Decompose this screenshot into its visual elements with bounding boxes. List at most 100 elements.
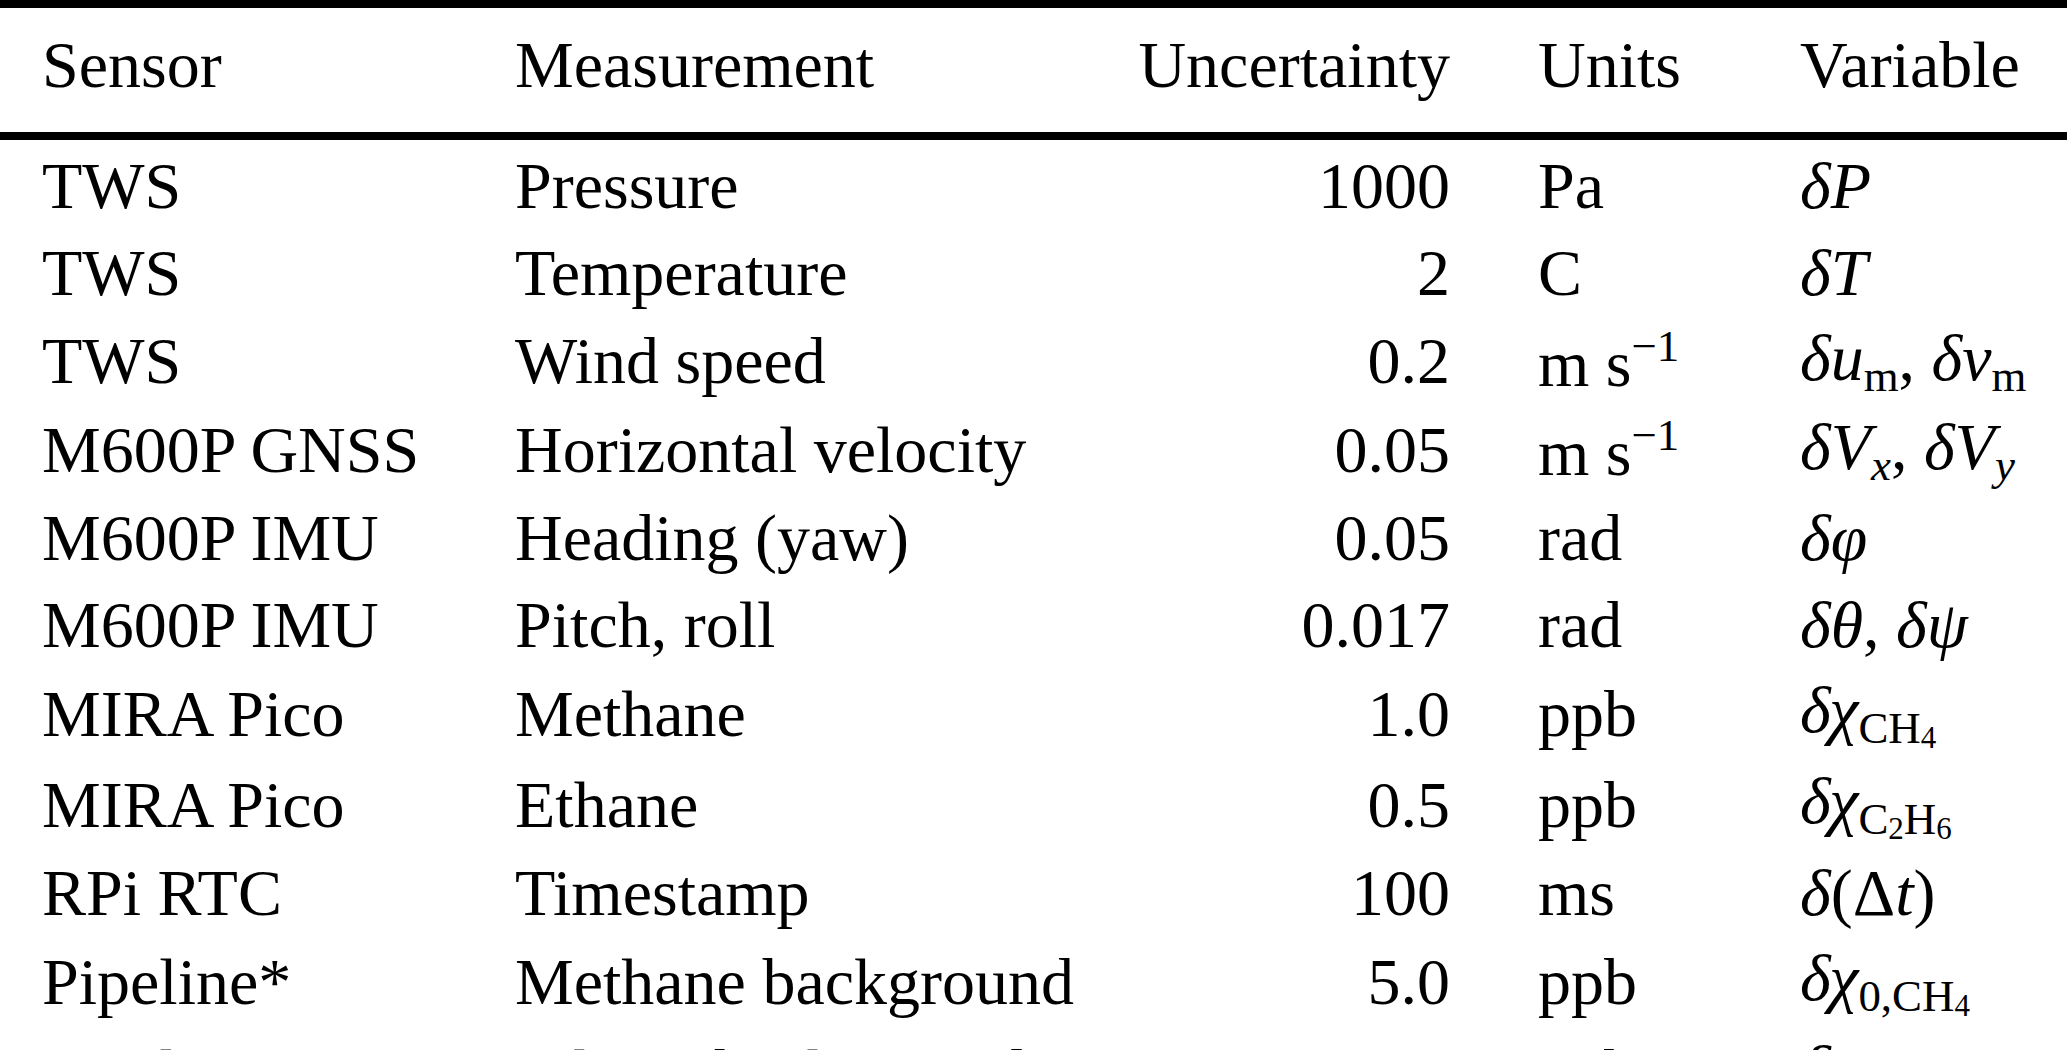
cell-units: Pa <box>1450 136 1800 227</box>
cell-uncertainty: 1.0 <box>1117 666 1450 757</box>
math-segment: δθ <box>1800 588 1863 661</box>
math-segment: rad <box>1538 501 1622 574</box>
table-row: TWS Wind speed 0.2 m s−1 δum, δvm <box>0 314 2067 403</box>
cell-sensor: Pipeline* <box>0 934 515 1025</box>
table-row: TWS Pressure 1000 Pa δP <box>0 136 2067 227</box>
cell-units: C <box>1450 227 1800 314</box>
cell-measurement: Timestamp <box>515 847 1117 934</box>
math-segment: t <box>1895 856 1913 929</box>
cell-variable: δχCH4 <box>1800 666 2067 757</box>
cell-sensor: MIRA Pico <box>0 666 515 757</box>
table-row: M600P IMU Heading (yaw) 0.05 rad δφ <box>0 492 2067 579</box>
math-segment: , <box>1863 588 1896 661</box>
cell-variable: δχC2H6 <box>1800 757 2067 848</box>
cell-units: ppb <box>1450 1025 1800 1050</box>
math-segment: −1 <box>1632 321 1680 371</box>
cell-variable: δθ, δψ <box>1800 579 2067 666</box>
cell-measurement: Pressure <box>515 136 1117 227</box>
math-segment: CH <box>1858 704 1920 754</box>
math-segment: , <box>1899 321 1932 394</box>
column-header-sensor: Sensor <box>0 4 515 136</box>
math-segment: H <box>1904 794 1936 844</box>
math-segment: δχ <box>1800 764 1858 837</box>
cell-units: rad <box>1450 492 1800 579</box>
cell-units: m s−1 <box>1450 314 1800 403</box>
cell-sensor: RPi RTC <box>0 847 515 934</box>
cell-uncertainty: 0.05 <box>1117 492 1450 579</box>
cell-units: ppb <box>1450 757 1800 848</box>
cell-measurement: Temperature <box>515 227 1117 314</box>
cell-variable: δχ0,C2H6 <box>1800 1025 2067 1050</box>
cell-uncertainty: 0.5 <box>1117 757 1450 848</box>
math-segment: δφ <box>1800 501 1867 574</box>
cell-uncertainty: 1.0 <box>1117 1025 1450 1050</box>
math-segment: x <box>1871 440 1891 490</box>
cell-sensor: MIRA Pico <box>0 757 515 848</box>
cell-sensor: TWS <box>0 136 515 227</box>
cell-sensor: Pipeline* <box>0 1025 515 1050</box>
math-segment: 2 <box>1888 810 1904 845</box>
cell-measurement: Wind speed <box>515 314 1117 403</box>
math-segment: δψ <box>1896 588 1968 661</box>
cell-variable: δφ <box>1800 492 2067 579</box>
cell-variable: δP <box>1800 136 2067 227</box>
math-segment: δχ <box>1800 1032 1858 1050</box>
table-row: Pipeline* Ethane background 1.0 ppb δχ0,… <box>0 1025 2067 1050</box>
math-segment: δχ <box>1800 673 1858 746</box>
math-segment: δT <box>1800 236 1867 309</box>
cell-measurement: Horizontal velocity <box>515 403 1117 492</box>
math-segment: ms <box>1538 856 1615 929</box>
cell-units: rad <box>1450 579 1800 666</box>
math-segment: δV <box>1800 410 1871 483</box>
math-segment: ppb <box>1538 1036 1637 1050</box>
column-header-variable: Variable <box>1800 4 2067 136</box>
cell-uncertainty: 0.05 <box>1117 403 1450 492</box>
column-header-uncertainty: Uncertainty <box>1117 4 1450 136</box>
math-segment: Pa <box>1538 149 1604 222</box>
table-row: M600P GNSS Horizontal velocity 0.05 m s−… <box>0 403 2067 492</box>
cell-sensor: TWS <box>0 314 515 403</box>
math-segment: −1 <box>1632 410 1680 460</box>
math-segment: 4 <box>1954 988 1970 1023</box>
math-segment: C <box>1538 236 1582 309</box>
cell-variable: δT <box>1800 227 2067 314</box>
math-segment: ) <box>1913 856 1935 929</box>
cell-sensor: M600P IMU <box>0 492 515 579</box>
cell-sensor: M600P IMU <box>0 579 515 666</box>
cell-variable: δVx, δVy <box>1800 403 2067 492</box>
column-header-measurement: Measurement <box>515 4 1117 136</box>
math-segment: δP <box>1800 149 1871 222</box>
cell-units: m s−1 <box>1450 403 1800 492</box>
cell-variable: δ(Δt) <box>1800 847 2067 934</box>
cell-measurement: Methane background <box>515 934 1117 1025</box>
math-segment: δv <box>1932 321 1992 394</box>
cell-uncertainty: 100 <box>1117 847 1450 934</box>
math-segment: ppb <box>1538 677 1637 750</box>
table-row: MIRA Pico Methane 1.0 ppb δχCH4 <box>0 666 2067 757</box>
cell-units: ppb <box>1450 666 1800 757</box>
table-row: RPi RTC Timestamp 100 ms δ(Δt) <box>0 847 2067 934</box>
math-segment: 0,CH <box>1858 972 1954 1022</box>
math-segment: ppb <box>1538 945 1637 1018</box>
sensor-uncertainty-table: Sensor Measurement Uncertainty Units Var… <box>0 0 2067 1050</box>
math-segment: m s <box>1538 327 1632 400</box>
math-segment: m <box>1992 351 2027 401</box>
cell-uncertainty: 0.017 <box>1117 579 1450 666</box>
table-header: Sensor Measurement Uncertainty Units Var… <box>0 4 2067 136</box>
cell-measurement: Heading (yaw) <box>515 492 1117 579</box>
cell-variable: δχ0,CH4 <box>1800 934 2067 1025</box>
math-segment: ( <box>1831 856 1853 929</box>
table-row: TWS Temperature 2 C δT <box>0 227 2067 314</box>
math-segment: δ <box>1800 856 1831 929</box>
cell-measurement: Pitch, roll <box>515 579 1117 666</box>
math-segment: m s <box>1538 416 1632 489</box>
cell-measurement: Methane <box>515 666 1117 757</box>
table-row: MIRA Pico Ethane 0.5 ppb δχC2H6 <box>0 757 2067 848</box>
math-segment: δχ <box>1800 941 1858 1014</box>
cell-sensor: M600P GNSS <box>0 403 515 492</box>
cell-variable: δum, δvm <box>1800 314 2067 403</box>
cell-units: ppb <box>1450 934 1800 1025</box>
cell-uncertainty: 0.2 <box>1117 314 1450 403</box>
math-segment: m <box>1864 351 1899 401</box>
cell-uncertainty: 2 <box>1117 227 1450 314</box>
